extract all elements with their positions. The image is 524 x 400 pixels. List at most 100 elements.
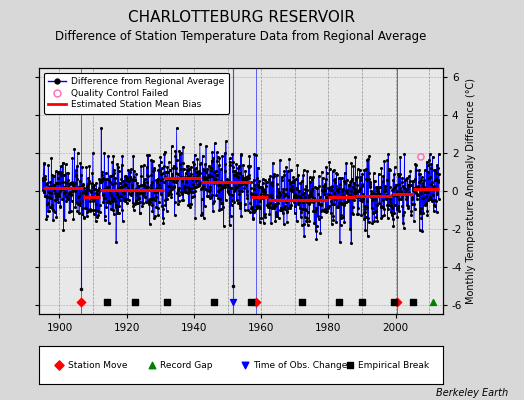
Point xyxy=(197,186,205,192)
Point xyxy=(198,196,206,202)
Point xyxy=(412,191,421,198)
Point xyxy=(84,175,92,181)
Point xyxy=(72,172,81,179)
Point xyxy=(332,170,341,176)
Point xyxy=(390,171,398,177)
Point xyxy=(322,164,331,170)
Point xyxy=(359,210,368,216)
Point xyxy=(344,197,352,203)
Point xyxy=(325,194,333,200)
Point xyxy=(234,174,242,180)
Point xyxy=(188,194,196,200)
Point xyxy=(226,162,234,168)
Point xyxy=(276,157,284,163)
Point xyxy=(195,168,203,175)
Point xyxy=(313,190,322,197)
Point xyxy=(297,214,305,220)
Point xyxy=(375,190,384,197)
Point xyxy=(150,189,158,195)
Point xyxy=(207,194,215,200)
Point xyxy=(142,199,150,206)
Point xyxy=(308,187,316,193)
Point xyxy=(71,180,79,186)
Point xyxy=(418,174,426,180)
Point xyxy=(304,198,312,204)
Point xyxy=(373,202,381,209)
Point xyxy=(44,161,52,168)
Point xyxy=(318,168,326,175)
Point xyxy=(256,195,265,201)
Point xyxy=(336,222,345,228)
Point xyxy=(86,206,94,212)
Point xyxy=(188,185,196,192)
Point xyxy=(383,177,391,184)
Point xyxy=(359,195,367,202)
Point xyxy=(137,173,146,180)
Point xyxy=(431,177,440,184)
Point xyxy=(333,187,341,194)
Point xyxy=(70,145,79,152)
Point xyxy=(300,205,309,212)
Point xyxy=(156,168,164,174)
Point xyxy=(78,205,86,211)
Point xyxy=(89,184,97,190)
Point xyxy=(234,182,243,189)
Point xyxy=(341,169,349,176)
Point xyxy=(88,180,96,186)
Point xyxy=(41,192,50,199)
Point xyxy=(72,200,81,206)
Point xyxy=(56,203,64,209)
Point xyxy=(228,159,237,165)
Point xyxy=(219,183,227,190)
Point xyxy=(54,190,63,196)
Point xyxy=(376,204,385,210)
Point xyxy=(319,175,327,181)
Point xyxy=(81,190,89,196)
Point xyxy=(213,158,222,164)
Point xyxy=(48,202,56,208)
Point xyxy=(324,203,333,209)
Point xyxy=(187,164,195,171)
Point xyxy=(367,194,376,200)
Point xyxy=(384,206,392,212)
Point xyxy=(194,181,202,188)
Point xyxy=(115,180,124,186)
Point xyxy=(194,182,203,188)
Point xyxy=(366,179,375,185)
Point xyxy=(235,162,243,169)
Point xyxy=(305,192,313,198)
Point xyxy=(290,210,299,216)
Point xyxy=(364,233,372,239)
Point xyxy=(313,185,321,191)
Point xyxy=(429,184,437,190)
Point xyxy=(165,192,173,198)
Point xyxy=(58,179,67,186)
Point xyxy=(158,165,166,171)
Point xyxy=(166,176,174,183)
Point xyxy=(144,199,152,206)
Point xyxy=(220,168,228,174)
Point xyxy=(395,173,403,180)
Point xyxy=(315,197,324,203)
Point xyxy=(267,180,275,186)
Point xyxy=(403,203,412,209)
Point xyxy=(323,205,332,212)
Point xyxy=(241,201,249,207)
Point xyxy=(210,180,218,186)
Point xyxy=(110,195,118,201)
Point xyxy=(58,179,66,186)
Point xyxy=(106,173,115,179)
Point xyxy=(307,188,315,194)
Point xyxy=(146,221,154,228)
Point xyxy=(412,162,420,168)
Point xyxy=(281,191,290,197)
Point xyxy=(351,186,359,192)
Point xyxy=(353,174,361,180)
Point xyxy=(170,179,179,185)
Point xyxy=(385,183,394,190)
Point xyxy=(242,174,250,180)
Point xyxy=(105,184,113,190)
Point xyxy=(348,210,357,217)
Point xyxy=(121,181,129,188)
Point xyxy=(128,177,137,184)
